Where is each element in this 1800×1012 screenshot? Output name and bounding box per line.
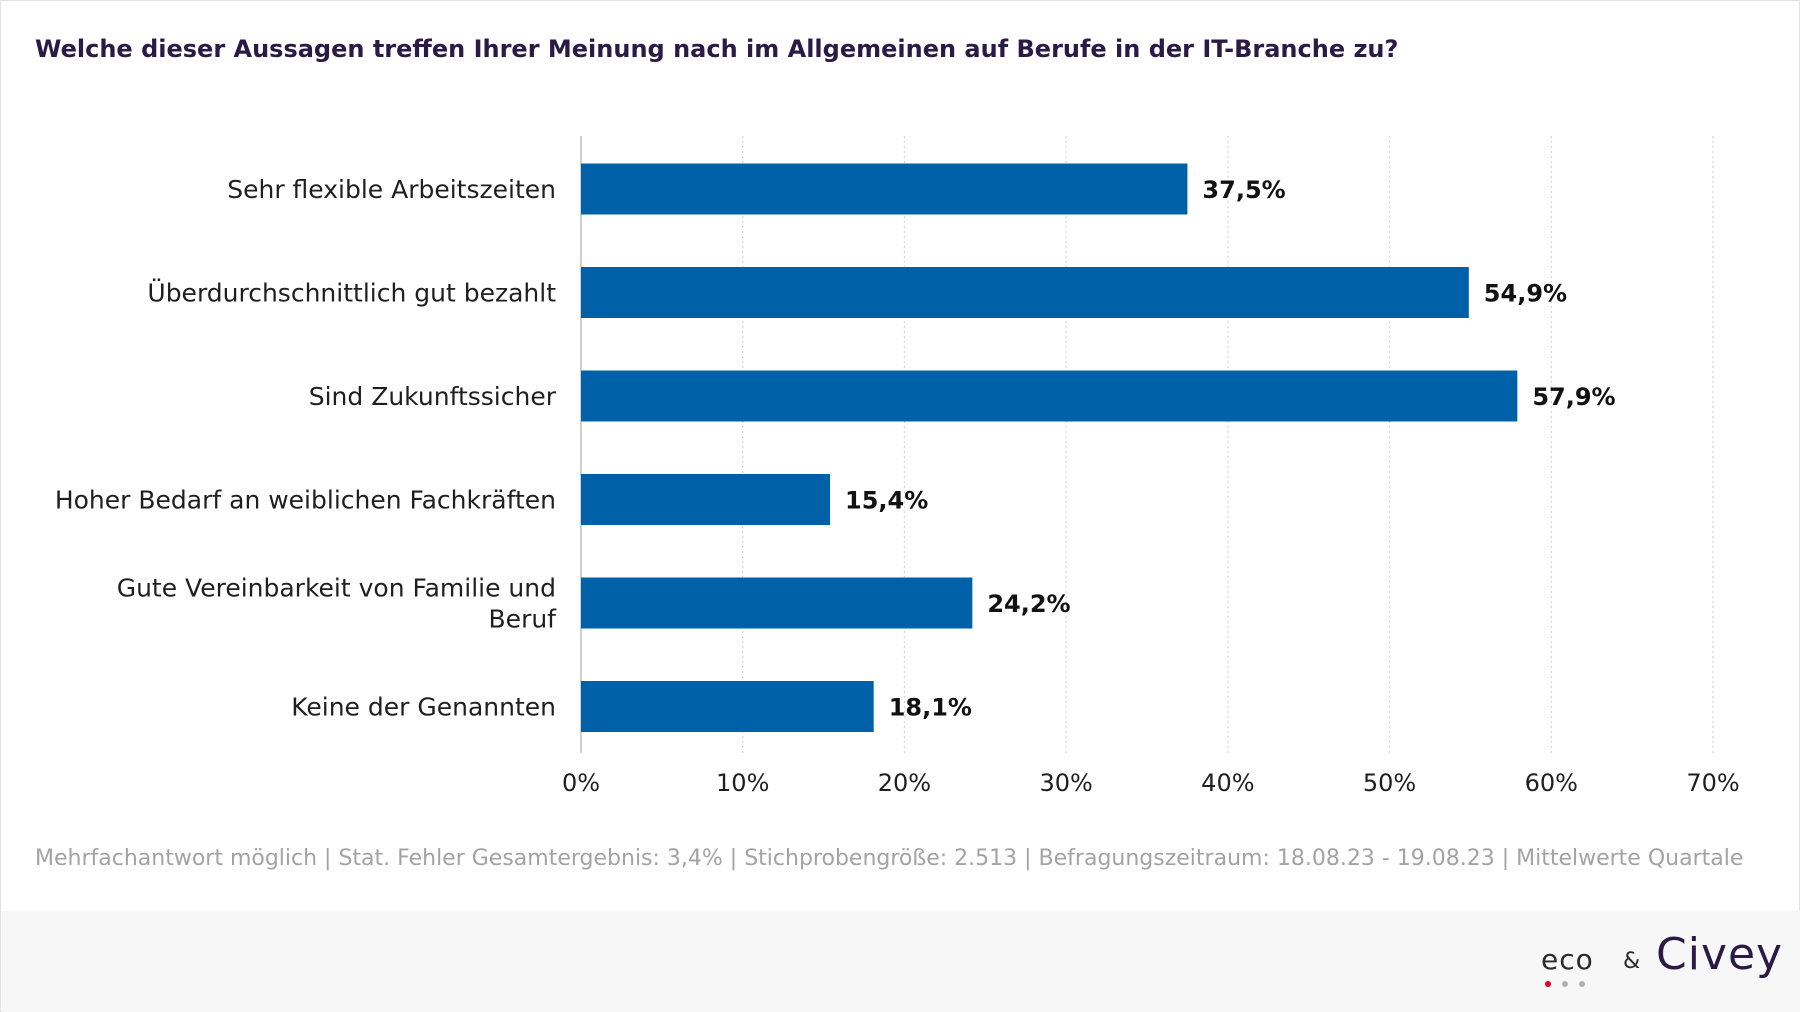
- value-label: 18,1%: [889, 694, 972, 722]
- category-label: Keine der Genannten: [291, 693, 556, 722]
- value-labels: 37,5% 54,9% 57,9% 15,4% 24,2% 18,1%: [845, 176, 1616, 722]
- civey-logo: Civey: [1656, 929, 1784, 980]
- eco-logo: eco: [1537, 943, 1609, 989]
- category-label: Überdurchschnittlich gut bezahlt: [147, 279, 556, 308]
- bar: [581, 681, 874, 732]
- value-label: 15,4%: [845, 487, 928, 515]
- x-tick-label: 50%: [1363, 769, 1416, 797]
- eco-logo-dot-red: [1545, 981, 1551, 987]
- bars: [581, 163, 1518, 732]
- x-tick-label: 40%: [1201, 769, 1254, 797]
- x-tick-label: 30%: [1039, 769, 1092, 797]
- gridlines: [580, 136, 1714, 753]
- x-tick-label: 0%: [562, 769, 600, 797]
- category-label: Hoher Bedarf an weiblichen Fachkräften: [55, 486, 556, 515]
- x-tick-label: 20%: [878, 769, 931, 797]
- eco-logo-text: eco: [1541, 943, 1594, 976]
- x-tick-label: 10%: [716, 769, 769, 797]
- footer-bar: [2, 911, 1800, 1012]
- value-label: 37,5%: [1202, 176, 1285, 204]
- value-label: 57,9%: [1532, 383, 1615, 411]
- bar: [581, 267, 1469, 318]
- bar: [581, 163, 1188, 215]
- category-labels: Sehr flexible Arbeitszeiten Überdurchschn…: [55, 175, 557, 722]
- value-label: 24,2%: [987, 590, 1070, 618]
- category-label: Sehr flexible Arbeitszeiten: [227, 175, 556, 204]
- eco-logo-dot-grey-1: [1562, 981, 1568, 987]
- bar: [581, 370, 1518, 422]
- category-label: Gute Vereinbarkeit von Familie und Beruf: [117, 574, 557, 634]
- eco-logo-dot-grey-2: [1579, 981, 1585, 987]
- x-tick-label: 70%: [1686, 769, 1739, 797]
- x-axis-ticks: 0% 10% 20% 30% 40% 50% 60% 70%: [562, 769, 1740, 797]
- x-tick-label: 60%: [1525, 769, 1578, 797]
- ampersand: &: [1623, 949, 1641, 974]
- bar-chart: Sehr flexible Arbeitszeiten Überdurchschn…: [55, 136, 1740, 797]
- value-label: 54,9%: [1484, 280, 1567, 308]
- bar: [581, 577, 973, 629]
- category-label: Sind Zukunftssicher: [309, 382, 557, 411]
- bar: [581, 474, 831, 525]
- footnote: Mehrfachantwort möglich | Stat. Fehler G…: [35, 846, 1744, 871]
- chart-title: Welche dieser Aussagen treffen Ihrer Mei…: [35, 35, 1399, 63]
